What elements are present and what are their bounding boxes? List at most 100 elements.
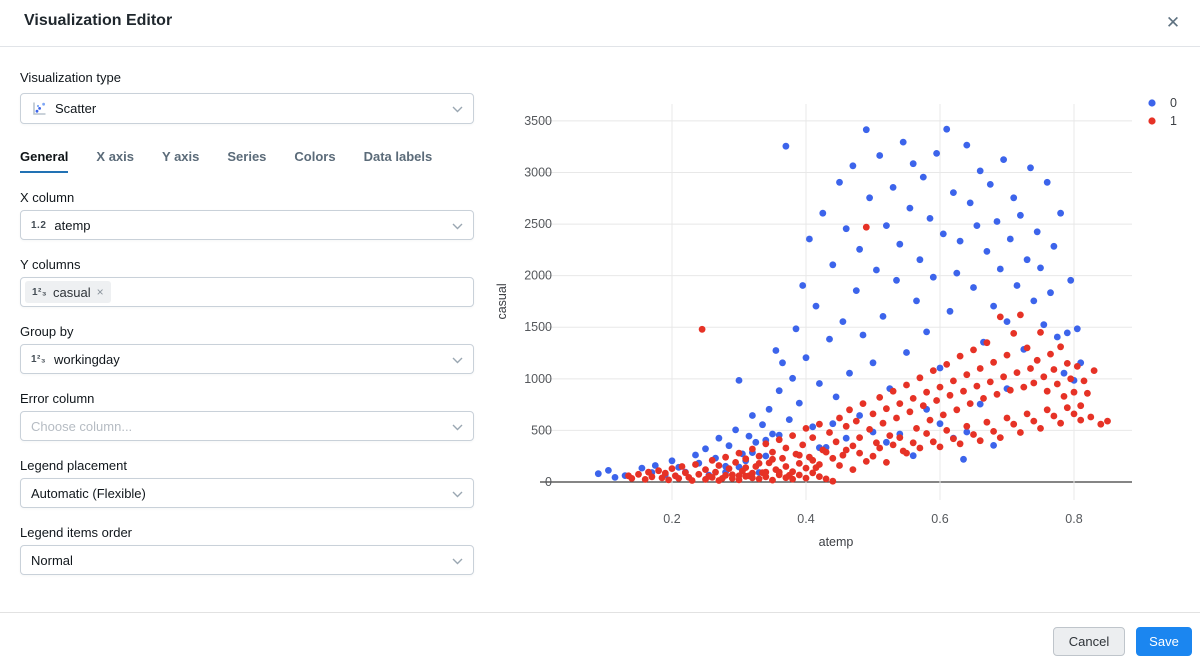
- scatter-point-series-0[interactable]: [605, 467, 612, 474]
- scatter-point-series-1[interactable]: [846, 406, 853, 414]
- scatter-point-series-1[interactable]: [749, 469, 756, 477]
- scatter-point-series-1[interactable]: [1050, 412, 1058, 420]
- scatter-point-series-0[interactable]: [963, 141, 971, 149]
- scatter-point-series-1[interactable]: [735, 476, 743, 484]
- scatter-point-series-1[interactable]: [903, 449, 910, 457]
- scatter-point-series-1[interactable]: [929, 367, 937, 374]
- scatter-point-series-1[interactable]: [1077, 402, 1085, 410]
- tab-x-axis[interactable]: X axis: [96, 149, 135, 164]
- scatter-point-series-1[interactable]: [682, 469, 689, 477]
- scatter-point-series-1[interactable]: [916, 444, 924, 452]
- scatter-point-series-1[interactable]: [839, 451, 847, 459]
- scatter-point-series-1[interactable]: [946, 391, 954, 399]
- scatter-point-series-0[interactable]: [611, 474, 619, 481]
- scatter-point-series-1[interactable]: [1010, 330, 1018, 337]
- scatter-point-series-0[interactable]: [1017, 211, 1024, 219]
- scatter-point-series-0[interactable]: [836, 178, 843, 186]
- scatter-point-series-1[interactable]: [1067, 375, 1075, 383]
- scatter-point-series-0[interactable]: [732, 426, 739, 434]
- scatter-point-series-0[interactable]: [889, 184, 897, 191]
- legend-items-order-select[interactable]: Normal: [20, 545, 474, 575]
- scatter-point-series-0[interactable]: [779, 359, 786, 367]
- scatter-point-series-1[interactable]: [749, 445, 756, 453]
- scatter-point-series-1[interactable]: [782, 463, 790, 470]
- scatter-point-series-0[interactable]: [842, 225, 850, 233]
- scatter-point-series-0[interactable]: [899, 138, 907, 146]
- scatter-point-series-1[interactable]: [973, 382, 981, 390]
- scatter-point-series-1[interactable]: [725, 465, 733, 472]
- scatter-point-series-0[interactable]: [903, 349, 910, 356]
- scatter-point-series-0[interactable]: [725, 442, 733, 450]
- scatter-point-series-0[interactable]: [909, 452, 917, 460]
- scatter-point-series-1[interactable]: [909, 395, 917, 402]
- scatter-point-series-1[interactable]: [755, 460, 763, 467]
- scatter-point-series-1[interactable]: [879, 419, 887, 427]
- scatter-point-series-1[interactable]: [1006, 386, 1014, 394]
- scatter-point-series-1[interactable]: [698, 325, 706, 333]
- scatter-point-series-1[interactable]: [996, 434, 1004, 441]
- scatter-point-series-1[interactable]: [903, 381, 910, 389]
- scatter-point-series-1[interactable]: [976, 365, 984, 372]
- visualization-type-select[interactable]: Scatter: [20, 93, 474, 124]
- scatter-point-series-0[interactable]: [916, 256, 924, 264]
- scatter-point-series-0[interactable]: [859, 331, 867, 339]
- scatter-point-series-1[interactable]: [795, 451, 803, 459]
- scatter-point-series-1[interactable]: [929, 438, 937, 446]
- scatter-point-series-0[interactable]: [996, 265, 1004, 273]
- scatter-point-series-1[interactable]: [809, 456, 817, 464]
- tab-y-axis[interactable]: Y axis: [162, 149, 200, 164]
- scatter-point-series-1[interactable]: [986, 378, 994, 386]
- scatter-point-series-1[interactable]: [742, 472, 750, 480]
- scatter-point-series-0[interactable]: [849, 162, 857, 170]
- scatter-point-series-0[interactable]: [970, 284, 977, 291]
- scatter-point-series-1[interactable]: [869, 452, 877, 460]
- scatter-point-series-1[interactable]: [980, 395, 987, 402]
- scatter-point-series-1[interactable]: [869, 410, 877, 418]
- scatter-point-series-1[interactable]: [702, 476, 709, 483]
- scatter-point-series-1[interactable]: [628, 475, 636, 482]
- scatter-point-series-1[interactable]: [802, 425, 810, 432]
- scatter-point-series-0[interactable]: [812, 302, 820, 310]
- scatter-point-series-1[interactable]: [950, 435, 957, 443]
- scatter-point-series-1[interactable]: [675, 475, 683, 482]
- scatter-point-series-0[interactable]: [1003, 318, 1011, 325]
- scatter-point-series-1[interactable]: [953, 406, 961, 414]
- scatter-point-series-1[interactable]: [1043, 387, 1051, 395]
- scatter-point-series-0[interactable]: [785, 416, 793, 423]
- scatter-point-series-1[interactable]: [913, 425, 920, 432]
- scatter-point-series-1[interactable]: [668, 465, 676, 472]
- scatter-point-series-0[interactable]: [752, 438, 760, 446]
- scatter-point-series-1[interactable]: [789, 468, 796, 476]
- legend-marker-0[interactable]: [1148, 99, 1156, 107]
- scatter-point-series-0[interactable]: [692, 451, 699, 459]
- scatter-point-series-0[interactable]: [966, 199, 974, 207]
- scatter-point-series-1[interactable]: [1087, 413, 1095, 421]
- scatter-point-series-1[interactable]: [769, 448, 776, 456]
- scatter-point-series-1[interactable]: [1063, 404, 1071, 412]
- scatter-point-series-1[interactable]: [889, 387, 897, 395]
- scatter-point-series-0[interactable]: [839, 318, 847, 325]
- scatter-point-series-1[interactable]: [1057, 419, 1064, 427]
- scatter-point-series-1[interactable]: [956, 440, 964, 448]
- scatter-point-series-0[interactable]: [769, 430, 776, 438]
- scatter-point-series-0[interactable]: [993, 218, 1001, 225]
- scatter-point-series-1[interactable]: [933, 397, 940, 404]
- scatter-point-series-0[interactable]: [759, 421, 766, 429]
- scatter-point-series-1[interactable]: [722, 453, 729, 461]
- scatter-point-series-0[interactable]: [795, 399, 803, 407]
- scatter-point-series-1[interactable]: [939, 411, 947, 419]
- scatter-point-series-1[interactable]: [909, 439, 917, 447]
- scatter-point-series-1[interactable]: [852, 417, 860, 425]
- scatter-point-series-1[interactable]: [678, 463, 686, 470]
- scatter-point-series-1[interactable]: [1060, 393, 1068, 400]
- scatter-point-series-1[interactable]: [1070, 388, 1078, 396]
- scatter-point-series-1[interactable]: [1017, 311, 1024, 319]
- scatter-point-series-0[interactable]: [956, 237, 964, 245]
- scatter-point-series-1[interactable]: [896, 434, 904, 441]
- scatter-point-series-1[interactable]: [775, 436, 783, 444]
- scatter-point-series-1[interactable]: [1033, 356, 1041, 364]
- scatter-point-series-1[interactable]: [712, 468, 719, 476]
- scatter-point-series-1[interactable]: [983, 418, 991, 426]
- scatter-point-series-1[interactable]: [956, 352, 964, 360]
- scatter-point-series-1[interactable]: [1084, 389, 1091, 397]
